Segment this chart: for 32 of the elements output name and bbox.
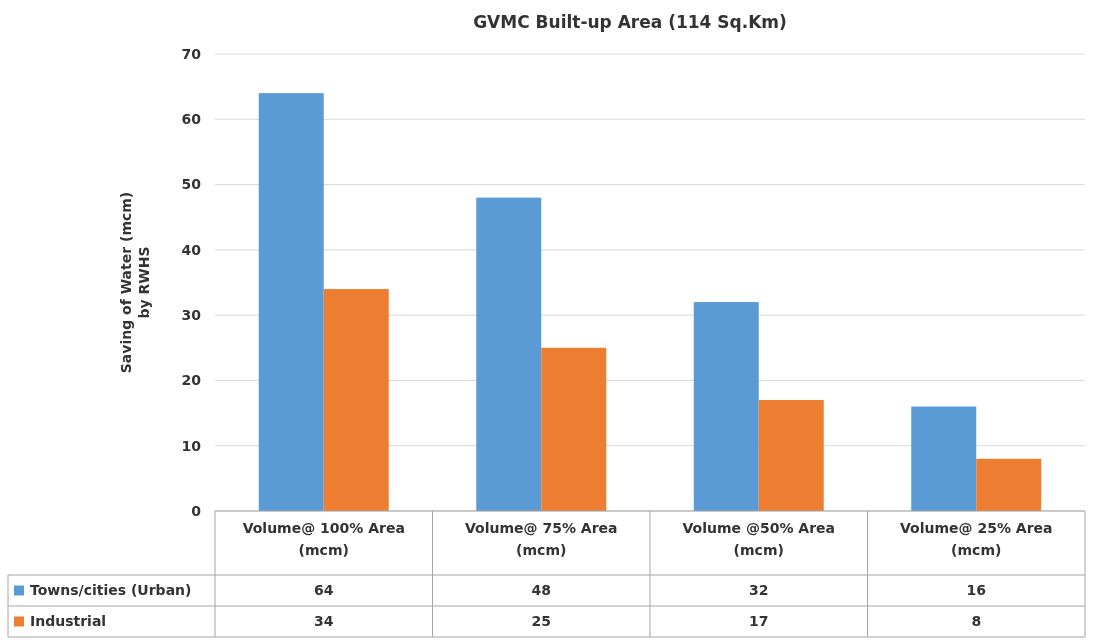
bar	[323, 289, 389, 511]
data-label: 48	[531, 582, 551, 599]
bar	[758, 400, 824, 511]
data-label: 34	[314, 613, 334, 630]
bar	[911, 406, 977, 511]
bar	[258, 93, 324, 511]
y-tick-label: 50	[181, 176, 202, 193]
y-tick-label: 10	[181, 437, 202, 454]
data-label: 64	[314, 582, 334, 599]
data-label: 25	[531, 613, 551, 630]
chart-title: GVMC Built-up Area (114 Sq.Km)	[473, 12, 787, 32]
x-tick-label: Volume@ 25% Area (mcm)	[900, 520, 1053, 558]
bar	[541, 347, 607, 511]
bar	[476, 197, 542, 511]
y-tick-label: 30	[181, 307, 202, 324]
y-axis-title: Saving of Water (mcm) by RWHS	[118, 191, 152, 374]
bar	[693, 302, 759, 511]
y-tick-label: 60	[181, 111, 202, 128]
x-tick-label: Volume@ 75% Area (mcm)	[465, 520, 618, 558]
legend-label: Towns/cities (Urban)	[30, 582, 192, 599]
y-tick-label: 70	[181, 45, 202, 62]
y-tick-label: 0	[191, 502, 202, 519]
data-label: 17	[749, 613, 769, 630]
data-label: 32	[749, 582, 769, 599]
y-tick-label: 20	[181, 372, 202, 389]
bar	[976, 458, 1042, 511]
x-tick-label: Volume @50% Area (mcm)	[682, 520, 835, 558]
legend-label: Industrial	[30, 613, 107, 630]
data-label: 16	[966, 582, 986, 599]
data-label: 8	[971, 613, 982, 630]
x-tick-label: Volume@ 100% Area (mcm)	[242, 520, 405, 558]
y-tick-label: 40	[181, 241, 202, 258]
